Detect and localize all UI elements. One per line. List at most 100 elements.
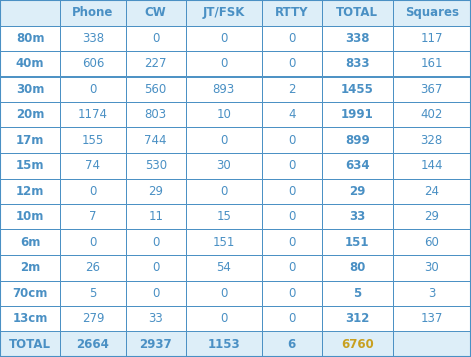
Bar xyxy=(186,178,262,204)
Bar xyxy=(262,102,322,127)
Text: 0: 0 xyxy=(288,57,295,70)
Text: 7: 7 xyxy=(89,210,97,223)
Text: 3: 3 xyxy=(428,287,435,300)
Text: 893: 893 xyxy=(212,83,235,96)
Bar xyxy=(0,230,60,255)
Text: 0: 0 xyxy=(288,32,295,45)
Bar xyxy=(0,127,60,153)
Text: 10m: 10m xyxy=(16,210,44,223)
Text: 0: 0 xyxy=(89,83,97,96)
Bar xyxy=(60,204,126,230)
Text: 13cm: 13cm xyxy=(12,312,48,325)
Text: 29: 29 xyxy=(148,185,163,198)
Text: 6m: 6m xyxy=(20,236,41,249)
Text: 24: 24 xyxy=(424,185,439,198)
Text: 30: 30 xyxy=(216,159,231,172)
Bar xyxy=(322,153,392,178)
Bar xyxy=(322,178,392,204)
Text: 367: 367 xyxy=(421,83,443,96)
Bar xyxy=(322,332,392,357)
Bar xyxy=(186,306,262,332)
Bar xyxy=(60,255,126,281)
Bar xyxy=(60,306,126,332)
Bar xyxy=(262,76,322,102)
Text: 0: 0 xyxy=(152,32,159,45)
Bar xyxy=(126,0,186,25)
Bar xyxy=(392,332,471,357)
Text: 5: 5 xyxy=(89,287,97,300)
Bar xyxy=(186,25,262,51)
Text: 0: 0 xyxy=(220,185,227,198)
Text: 30: 30 xyxy=(424,261,439,274)
Bar xyxy=(392,0,471,25)
Text: 0: 0 xyxy=(89,185,97,198)
Bar xyxy=(60,25,126,51)
Bar xyxy=(322,204,392,230)
Text: 634: 634 xyxy=(345,159,369,172)
Text: 20m: 20m xyxy=(16,108,44,121)
Text: 2: 2 xyxy=(288,83,295,96)
Bar xyxy=(392,281,471,306)
Text: Squares: Squares xyxy=(405,6,459,19)
Bar xyxy=(322,51,392,76)
Bar xyxy=(126,76,186,102)
Bar xyxy=(0,0,60,25)
Text: 29: 29 xyxy=(349,185,365,198)
Bar xyxy=(262,204,322,230)
Bar xyxy=(126,127,186,153)
Bar xyxy=(126,255,186,281)
Bar xyxy=(126,230,186,255)
Text: 5: 5 xyxy=(353,287,361,300)
Bar xyxy=(60,0,126,25)
Text: 1174: 1174 xyxy=(78,108,108,121)
Text: 11: 11 xyxy=(148,210,163,223)
Bar xyxy=(60,51,126,76)
Text: 402: 402 xyxy=(421,108,443,121)
Text: 899: 899 xyxy=(345,134,370,147)
Text: 0: 0 xyxy=(220,312,227,325)
Bar xyxy=(0,255,60,281)
Text: 0: 0 xyxy=(220,287,227,300)
Bar xyxy=(186,127,262,153)
Text: 328: 328 xyxy=(421,134,443,147)
Text: 74: 74 xyxy=(85,159,100,172)
Text: 0: 0 xyxy=(288,261,295,274)
Text: 33: 33 xyxy=(148,312,163,325)
Text: 0: 0 xyxy=(288,185,295,198)
Bar xyxy=(262,127,322,153)
Bar xyxy=(262,51,322,76)
Bar xyxy=(186,153,262,178)
Text: 0: 0 xyxy=(152,287,159,300)
Text: Phone: Phone xyxy=(72,6,114,19)
Text: JT/FSK: JT/FSK xyxy=(203,6,245,19)
Text: 1153: 1153 xyxy=(207,338,240,351)
Bar xyxy=(126,102,186,127)
Bar xyxy=(262,0,322,25)
Bar xyxy=(186,51,262,76)
Bar xyxy=(262,178,322,204)
Text: 10: 10 xyxy=(216,108,231,121)
Text: TOTAL: TOTAL xyxy=(9,338,51,351)
Bar xyxy=(262,230,322,255)
Text: 80m: 80m xyxy=(16,32,44,45)
Text: 12m: 12m xyxy=(16,185,44,198)
Bar xyxy=(126,332,186,357)
Text: 744: 744 xyxy=(145,134,167,147)
Bar xyxy=(186,255,262,281)
Text: 279: 279 xyxy=(81,312,104,325)
Bar xyxy=(322,0,392,25)
Bar xyxy=(322,306,392,332)
Bar xyxy=(60,102,126,127)
Text: 26: 26 xyxy=(85,261,100,274)
Text: 227: 227 xyxy=(145,57,167,70)
Bar xyxy=(126,25,186,51)
Text: 803: 803 xyxy=(145,108,167,121)
Bar xyxy=(262,306,322,332)
Bar xyxy=(392,153,471,178)
Text: 70cm: 70cm xyxy=(12,287,48,300)
Bar xyxy=(126,51,186,76)
Text: 560: 560 xyxy=(145,83,167,96)
Bar xyxy=(0,76,60,102)
Bar xyxy=(322,76,392,102)
Bar xyxy=(126,153,186,178)
